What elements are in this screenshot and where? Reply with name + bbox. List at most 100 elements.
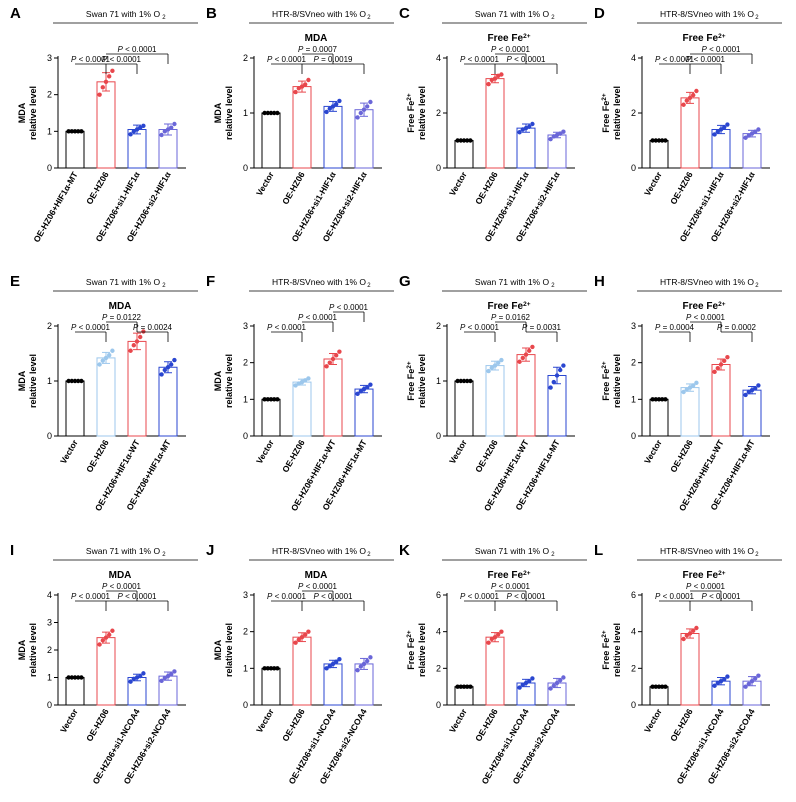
data-point — [681, 389, 686, 395]
bar — [485, 78, 505, 169]
x-tick-label: Vector — [447, 169, 469, 197]
data-point — [650, 684, 655, 689]
panel-header: HTR-8/SVneo with 1% O — [272, 277, 366, 287]
bar — [127, 340, 147, 437]
y-label-line2: relative level — [612, 86, 622, 140]
data-point — [265, 666, 270, 671]
data-point — [656, 684, 662, 689]
y-label-line1: Free Fe2+ — [601, 93, 612, 133]
p-value-label: P < 0.0001 — [507, 55, 546, 64]
bar — [485, 365, 505, 437]
data-point — [97, 362, 102, 367]
data-point — [131, 343, 136, 348]
data-point — [107, 352, 112, 358]
y-label-line1: Free Fe2+ — [406, 630, 417, 670]
data-point — [725, 354, 730, 360]
bar — [711, 364, 731, 437]
p-value-label: P < 0.0001 — [267, 55, 306, 64]
y-axis-label: MDA relative level — [17, 623, 38, 677]
x-tick-label: OE-HZ06 — [280, 707, 307, 743]
y-tick-label: 0 — [631, 431, 636, 441]
data-point — [530, 121, 535, 127]
data-point — [722, 358, 727, 364]
data-point — [169, 125, 174, 130]
data-point — [97, 642, 102, 647]
y-axis-label: Free Fe2+ relative level — [406, 623, 428, 677]
p-value-label: P < 0.0001 — [267, 592, 306, 601]
data-point — [694, 88, 699, 94]
panel-header-subscript: 2 — [755, 283, 759, 289]
data-point — [743, 135, 748, 140]
y-label-line2: relative level — [417, 86, 427, 140]
data-point — [455, 138, 460, 143]
data-point — [272, 397, 277, 402]
data-point — [162, 129, 167, 134]
data-point — [499, 357, 504, 363]
data-point — [100, 638, 106, 643]
panel-header: HTR-8/SVneo with 1% O — [660, 546, 754, 556]
p-value-label: P < 0.0001 — [686, 313, 725, 322]
data-point — [275, 397, 280, 402]
data-point — [718, 127, 724, 132]
data-point — [138, 125, 143, 130]
data-point — [492, 76, 498, 81]
data-point — [268, 666, 274, 671]
bar — [292, 381, 312, 437]
y-tick-label: 2 — [631, 663, 636, 673]
p-value-label: P = 0.0007 — [298, 45, 337, 54]
data-point — [656, 397, 662, 402]
data-point — [368, 382, 373, 387]
data-point — [110, 68, 115, 74]
data-point — [687, 631, 693, 636]
y-tick-label: 3 — [243, 321, 248, 331]
panel-header-subscript: 2 — [367, 552, 371, 558]
data-point — [131, 129, 136, 134]
data-point — [355, 667, 360, 673]
panel-header: Swan 71 with 1% O — [86, 546, 161, 556]
y-tick-label: 0 — [436, 163, 441, 173]
y-axis-label: MDA relative level — [213, 86, 234, 140]
data-point — [69, 378, 74, 384]
panel-header-subscript: 2 — [162, 552, 166, 558]
data-point — [324, 109, 329, 115]
data-point — [749, 678, 755, 684]
data-point — [134, 127, 140, 132]
p-value-label: P < 0.0001 — [686, 582, 725, 591]
data-point — [365, 385, 370, 390]
data-point — [756, 127, 761, 132]
data-point — [520, 682, 525, 688]
data-point — [72, 378, 78, 384]
data-point — [355, 391, 360, 397]
bar — [649, 686, 669, 706]
data-point — [79, 378, 84, 384]
data-point — [100, 85, 106, 90]
data-point — [687, 95, 693, 101]
data-point — [262, 110, 267, 116]
y-label-line1: Free Fe2+ — [601, 361, 612, 401]
data-point — [103, 635, 109, 640]
p-value-label: P < 0.0001 — [102, 55, 141, 64]
panel-header-subscript: 2 — [367, 283, 371, 289]
chart-title: Free Fe2+ — [683, 301, 726, 313]
y-tick-label: 2 — [436, 108, 441, 118]
p-value-label: P < 0.0001 — [460, 323, 499, 332]
data-point — [165, 127, 171, 132]
y-label-line2: relative level — [417, 354, 427, 408]
panel-header: HTR-8/SVneo with 1% O — [660, 277, 754, 287]
data-point — [554, 373, 560, 378]
data-point — [461, 378, 467, 384]
bar — [65, 677, 85, 706]
data-point — [461, 138, 467, 143]
data-point — [172, 121, 177, 127]
panel-header-subscript: 2 — [755, 552, 759, 558]
p-value-label: P < 0.0001 — [267, 323, 306, 332]
data-point — [355, 115, 360, 120]
p-value-label: P < 0.0001 — [460, 55, 499, 64]
data-point — [753, 129, 758, 134]
panel-letter: A — [10, 5, 21, 22]
data-point — [523, 352, 529, 357]
y-axis-label: MDA relative level — [17, 354, 38, 408]
